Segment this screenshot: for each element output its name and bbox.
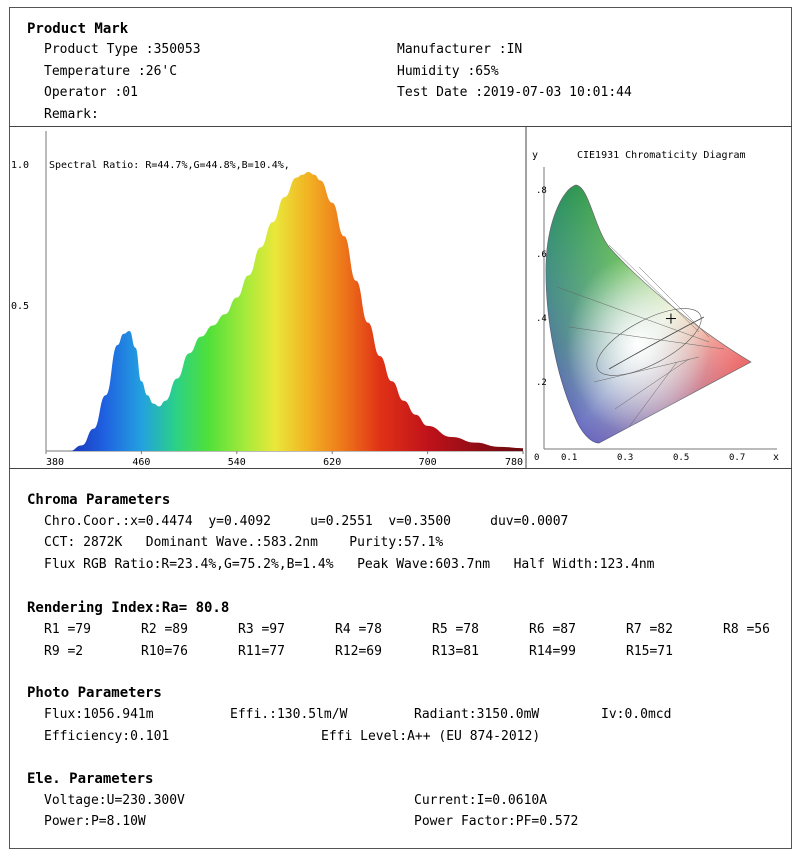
rendering-value: R1 =79 xyxy=(44,622,91,637)
cie-x-tick: 0.3 xyxy=(617,453,633,463)
manufacturer: Manufacturer :IN xyxy=(397,42,523,57)
iv-value: Iv:0.0mcd xyxy=(601,707,672,722)
power-factor-value: Power Factor:PF=0.572 xyxy=(414,814,579,829)
spectrum-y-tick: 0.5 xyxy=(11,301,29,312)
rendering-value: R13=81 xyxy=(432,644,479,659)
cie-measured-point xyxy=(665,313,676,324)
cie-y-tick: .8 xyxy=(536,186,547,196)
rendering-value: R5 =78 xyxy=(432,622,479,637)
rendering-value: R11=77 xyxy=(238,644,285,659)
rendering-value: R10=76 xyxy=(141,644,188,659)
efficiency-value: Efficiency:0.101 xyxy=(44,729,170,744)
cie-gamut xyxy=(545,184,752,444)
photo-heading: Photo Parameters xyxy=(27,685,162,701)
operator: Operator :01 xyxy=(44,85,138,100)
remark: Remark: xyxy=(44,107,99,122)
spectrum-x-tick: 780 xyxy=(505,457,523,468)
spectrum-x-tick: 700 xyxy=(419,457,437,468)
cie-x-axis-label: x xyxy=(773,452,779,463)
radiant-value: Radiant:3150.0mW xyxy=(414,707,540,722)
rendering-value: R12=69 xyxy=(335,644,382,659)
spectrum-x-tick: 460 xyxy=(132,457,150,468)
product-type: Product Type :350053 xyxy=(44,42,201,57)
cie-y-tick: .4 xyxy=(536,314,547,324)
voltage-value: Voltage:U=230.300V xyxy=(44,793,185,808)
cie-x-tick: 0.7 xyxy=(729,453,745,463)
product-mark-heading: Product Mark xyxy=(27,21,129,37)
current-value: Current:I=0.0610A xyxy=(414,793,548,808)
humidity: Humidity :65% xyxy=(397,64,499,79)
spectrum-x-tick: 620 xyxy=(323,457,341,468)
spectrum-x-tick: 380 xyxy=(46,457,64,468)
ele-heading: Ele. Parameters xyxy=(27,771,154,787)
efficacy-value: Effi.:130.5lm/W xyxy=(230,707,348,722)
rendering-value: R14=99 xyxy=(529,644,576,659)
rendering-value: R6 =87 xyxy=(529,622,576,637)
spectrum-and-cie-charts: Spectral Ratio: R=44.7%,G=44.8%,B=10.4%,… xyxy=(11,127,779,468)
effi-level-value: Effi Level:A++ (EU 874-2012) xyxy=(321,729,541,744)
temperature: Temperature :26'C xyxy=(44,64,178,79)
flux-value: Flux:1056.941m xyxy=(44,707,154,722)
rendering-value: R9 =2 xyxy=(44,644,84,659)
rendering-value: R3 =97 xyxy=(238,622,285,637)
report-frame xyxy=(9,7,792,849)
cie-y-tick: .2 xyxy=(536,378,547,388)
spectral-ratio-label: Spectral Ratio: R=44.7%,G=44.8%,B=10.4%, xyxy=(49,160,290,171)
rendering-value: R4 =78 xyxy=(335,622,382,637)
cct-dominant-purity: CCT: 2872K Dominant Wave.:583.2nm Purity… xyxy=(44,535,444,550)
rendering-value: R8 =56 xyxy=(723,622,770,637)
test-date: Test Date :2019-07-03 10:01:44 xyxy=(397,85,632,100)
spectrum-x-tick: 540 xyxy=(228,457,246,468)
power-value: Power:P=8.10W xyxy=(44,814,146,829)
cie-x-tick: 0 xyxy=(534,453,539,463)
rendering-value: R15=71 xyxy=(626,644,673,659)
cie-y-axis-label: y xyxy=(532,150,538,161)
chroma-coordinates: Chro.Coor.:x=0.4474 y=0.4092 u=0.2551 v=… xyxy=(44,514,569,529)
cie-y-tick: .6 xyxy=(536,250,547,260)
cie-x-tick: 0.1 xyxy=(561,453,577,463)
rendering-value: R7 =82 xyxy=(626,622,673,637)
spectrum-curve xyxy=(46,172,523,451)
cie-title: CIE1931 Chromaticity Diagram xyxy=(577,150,746,161)
flux-rgb-peak-halfwidth: Flux RGB Ratio:R=23.4%,G=75.2%,B=1.4% Pe… xyxy=(44,557,655,572)
rendering-index-heading: Rendering Index:Ra= 80.8 xyxy=(27,600,230,616)
rendering-value: R2 =89 xyxy=(141,622,188,637)
chroma-heading: Chroma Parameters xyxy=(27,492,171,508)
spectrum-y-tick: 1.0 xyxy=(11,160,29,171)
chart-panel: Spectral Ratio: R=44.7%,G=44.8%,B=10.4%,… xyxy=(9,126,792,469)
cie-x-tick: 0.5 xyxy=(673,453,689,463)
